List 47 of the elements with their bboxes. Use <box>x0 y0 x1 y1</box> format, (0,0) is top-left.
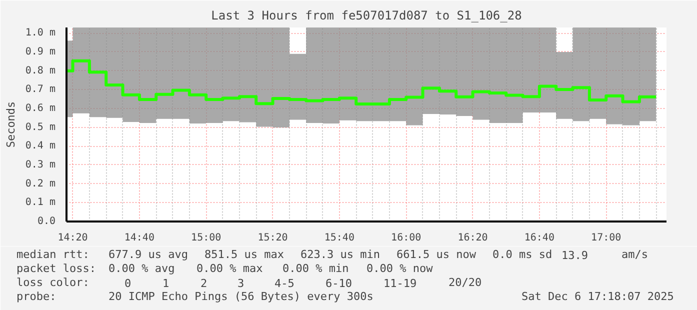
text: packet loss: <box>16 262 96 275</box>
y-tick-label: 1.0 m <box>25 28 56 39</box>
text: 0.00 % min <box>282 262 349 275</box>
text: 677.9 us avg <box>108 248 188 261</box>
text: am/s <box>622 248 648 261</box>
text: loss color: <box>16 276 90 289</box>
y-axis-title: Seconds <box>4 101 18 148</box>
text: 4-5 <box>274 277 294 290</box>
x-tick-label: 14:40 <box>124 232 154 244</box>
text: 0 <box>124 277 132 290</box>
chart-title: Last 3 Hours from fe507017d087 to S1_106_28 <box>211 8 522 22</box>
text: 1 <box>162 277 170 290</box>
y-tick-label: 0.9 m <box>25 46 56 58</box>
x-tick-label: 15:20 <box>258 232 288 244</box>
y-tick-label: 0.7 m <box>25 84 56 96</box>
text: 11-19 <box>384 277 417 290</box>
y-tick-label: 0.4 m <box>25 140 56 152</box>
y-tick-label: 0.0 <box>37 216 56 227</box>
text: 0.00 % max <box>196 262 264 275</box>
text: 851.5 us max <box>204 248 284 261</box>
text: 3 <box>238 277 244 290</box>
text: 0.00 % avg <box>108 262 175 275</box>
text: 623.3 us min <box>300 248 380 261</box>
text: 0.0 ms sd <box>492 248 552 261</box>
text: 0.00 % now <box>366 262 434 275</box>
x-tick-label: 16:00 <box>391 232 422 244</box>
text: 6-10 <box>326 277 352 290</box>
text: 20/20 <box>448 276 482 289</box>
y-tick-label: 0.2 m <box>25 178 56 190</box>
y-tick-label: 0.8 m <box>25 65 56 76</box>
text: 661.5 us now <box>396 248 476 261</box>
x-tick-label: 15:40 <box>324 232 354 244</box>
y-tick-label: 0.6 m <box>25 102 56 114</box>
y-tick-label: 0.1 m <box>25 197 56 208</box>
text: Sat Dec 6 17:18:07 2025 <box>522 290 674 303</box>
text: 2 <box>200 277 208 290</box>
y-tick-label: 0.5 m <box>25 122 56 133</box>
x-tick-label: 16:20 <box>458 232 488 244</box>
text: probe: <box>16 290 56 303</box>
x-tick-label: 15:00 <box>191 232 222 244</box>
x-tick-label: 17:00 <box>591 232 622 244</box>
x-tick-label: 14:20 <box>58 232 88 244</box>
x-tick-label: 16:40 <box>524 232 554 244</box>
text: median rtt: <box>16 248 90 261</box>
text: 20 ICMP Echo Pings (56 Bytes) every 300s <box>108 290 374 303</box>
text: 13.9 <box>562 249 588 262</box>
y-tick-label: 0.3 m <box>25 159 56 170</box>
